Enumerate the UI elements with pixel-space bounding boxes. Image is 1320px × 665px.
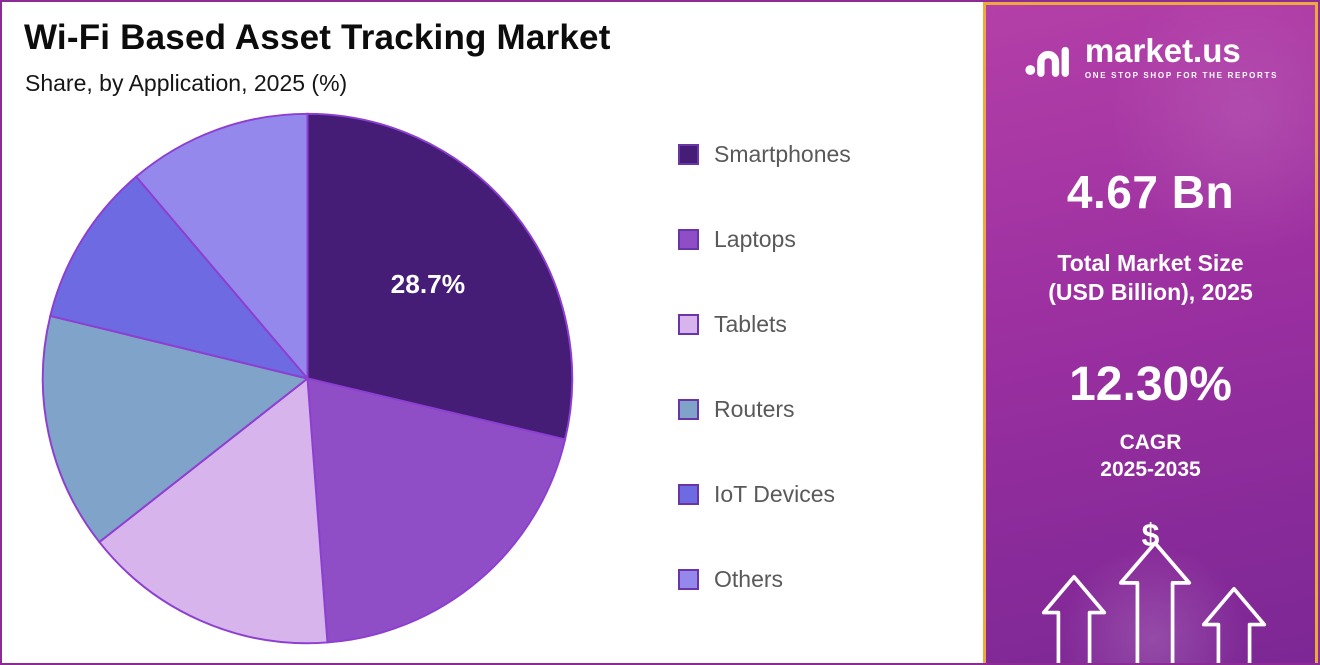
growth-arrow-icon-middle bbox=[1118, 540, 1192, 663]
brand-name: market.us bbox=[1084, 32, 1241, 69]
pie-chart: 28.7% bbox=[41, 112, 574, 645]
legend-swatch-others bbox=[678, 568, 699, 590]
legend-swatch-tablets bbox=[678, 313, 699, 335]
legend-swatch-smartphones bbox=[678, 143, 699, 165]
cagr-label: CAGR 2025-2035 bbox=[986, 429, 1315, 484]
pie-slice-tablets bbox=[97, 376, 329, 645]
page-subtitle: Share, by Application, 2025 (%) bbox=[25, 70, 348, 96]
side-panel: market.us ONE STOP SHOP FOR THE REPORTS … bbox=[983, 2, 1318, 663]
legend-item-routers: Routers bbox=[678, 395, 851, 422]
legend-item-tablets: Tablets bbox=[678, 310, 851, 337]
market-size-label: Total Market Size (USD Billion), 2025 bbox=[986, 249, 1315, 307]
pie-slice-value-label: 28.7% bbox=[391, 269, 465, 299]
page-title: Wi-Fi Based Asset Tracking Market bbox=[24, 18, 611, 57]
legend-swatch-laptops bbox=[678, 228, 699, 250]
legend-swatch-routers bbox=[678, 398, 699, 420]
pie-slice-iot-devices bbox=[49, 175, 311, 381]
market-size-label-line2: (USD Billion), 2025 bbox=[1048, 278, 1253, 305]
legend-label-routers: Routers bbox=[714, 395, 795, 422]
legend-label-others: Others bbox=[714, 565, 784, 592]
legend-swatch-iot-devices bbox=[678, 483, 699, 505]
pie-chart-container: 28.7% bbox=[35, 106, 580, 651]
legend-label-tablets: Tablets bbox=[714, 310, 787, 337]
pie-slice-smartphones bbox=[306, 112, 574, 441]
legend-item-iot-devices: IoT Devices bbox=[678, 480, 851, 507]
legend-label-iot-devices: IoT Devices bbox=[714, 480, 836, 507]
brand-tagline: ONE STOP SHOP FOR THE REPORTS bbox=[1084, 71, 1279, 80]
cagr-label-line2: 2025-2035 bbox=[1100, 458, 1201, 482]
legend-item-smartphones: Smartphones bbox=[678, 140, 851, 167]
legend-label-laptops: Laptops bbox=[714, 225, 796, 252]
legend-item-laptops: Laptops bbox=[678, 225, 851, 252]
logo-text: market.us ONE STOP SHOP FOR THE REPORTS bbox=[1085, 34, 1278, 80]
cagr-label-line1: CAGR bbox=[1119, 431, 1182, 454]
brand-logo: market.us ONE STOP SHOP FOR THE REPORTS bbox=[986, 31, 1315, 83]
pie-slice-routers bbox=[41, 314, 310, 544]
market-us-logo-icon bbox=[1025, 46, 1069, 77]
growth-arrow-icon-right bbox=[1201, 586, 1267, 663]
market-size-value: 4.67 Bn bbox=[1066, 166, 1235, 218]
legend: Smartphones Laptops Tablets Routers IoT … bbox=[678, 140, 851, 592]
pie-slice-laptops bbox=[306, 377, 567, 644]
growth-arrow-icon-left bbox=[1041, 574, 1107, 663]
legend-item-others: Others bbox=[678, 565, 851, 592]
market-size-label-line1: Total Market Size bbox=[1057, 250, 1244, 276]
pie-slice-others bbox=[134, 112, 309, 382]
legend-label-smartphones: Smartphones bbox=[714, 140, 851, 167]
cagr-value: 12.30% bbox=[1069, 358, 1232, 411]
